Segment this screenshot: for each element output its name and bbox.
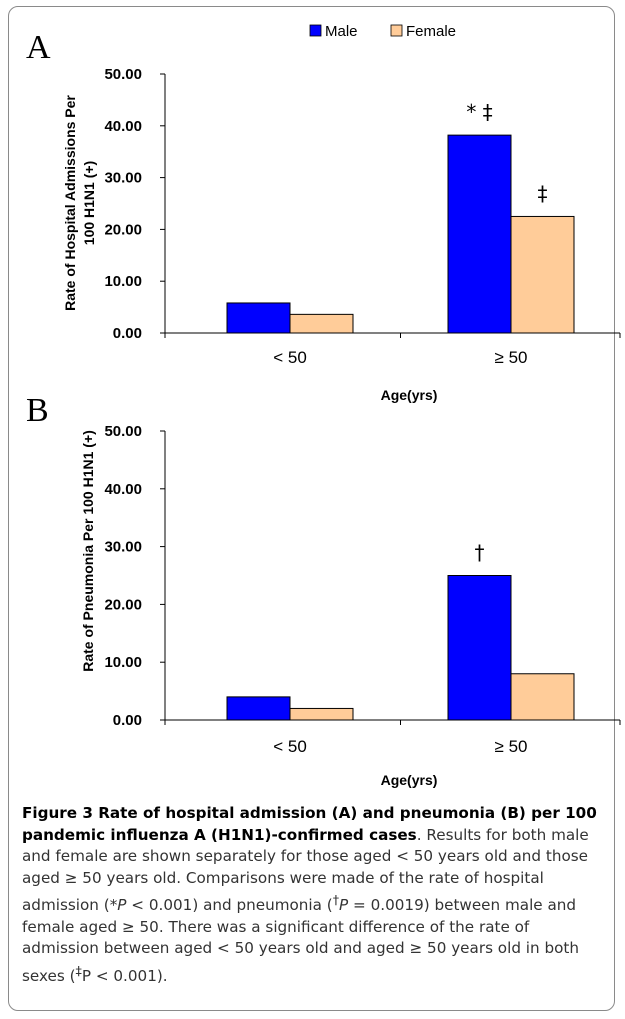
y-axis-label-a-line1: Rate of Hospital Admissions Per	[62, 95, 78, 311]
x-axis-label-a: Age(yrs)	[381, 387, 438, 403]
caption-text-4: P < 0.001).	[81, 966, 168, 985]
legend-swatch-male	[309, 24, 322, 37]
chart-panel-a: Rate of Hospital Admissions Per 100 H1N1…	[62, 66, 621, 403]
y-tick-label-a-2: 20.00	[104, 221, 142, 238]
panel-label-a: A	[26, 29, 51, 66]
panel-label-b: B	[26, 392, 49, 429]
y-tick-label-b-2: 20.00	[104, 596, 142, 613]
y-tick-label-b-0: 0.00	[113, 712, 142, 729]
figure-caption: Figure 3 Rate of hospital admission (A) …	[22, 803, 606, 987]
y-tick-label-b-5: 50.00	[104, 423, 142, 440]
bar-b-female-1	[510, 673, 575, 721]
legend-swatch-female	[390, 24, 403, 37]
chart-legend: Male Female	[309, 23, 456, 40]
y-axis-label-a-line2: 100 H1N1 (+)	[81, 161, 97, 245]
category-label-b-1: ≥ 50	[495, 737, 528, 756]
caption-text-2: < 0.001) and pneumonia (	[126, 896, 333, 915]
y-tick-label-b-3: 30.00	[104, 539, 142, 556]
y-tick-label-a-0: 0.00	[113, 325, 142, 342]
caption-text-1: . Results for both male and female are s…	[22, 825, 589, 915]
bar-a-female-0	[289, 313, 354, 334]
x-axis-label-b: Age(yrs)	[381, 772, 438, 788]
y-tick-label-a-1: 10.00	[104, 273, 142, 290]
significance-mark-a-1: ‡	[538, 181, 548, 205]
chart-panel-b: Rate of Pneumonia Per 100 H1N1 (+) Age(y…	[80, 423, 621, 788]
y-tick-label-a-5: 50.00	[104, 66, 142, 83]
bar-a-female-1	[510, 215, 575, 334]
legend-label-male: Male	[325, 23, 358, 40]
caption-title: Figure 3 Rate of hospital admission (A) …	[22, 804, 597, 844]
legend-label-female: Female	[406, 23, 456, 40]
caption-superscript-dagger: †	[332, 892, 340, 907]
caption-text-3: = 0.0019) between male and female aged ≥…	[22, 896, 579, 985]
figure-frame	[8, 6, 615, 1011]
y-tick-label-a-4: 40.00	[104, 118, 142, 135]
figure-charts: A B Male Female Rate of Hospital Admissi…	[26, 23, 621, 788]
category-label-a-0: < 50	[273, 348, 307, 367]
bar-b-male-0	[226, 696, 291, 721]
category-label-a-1: ≥ 50	[495, 348, 528, 367]
significance-mark-b-0: †	[475, 541, 485, 565]
y-axis-label-b: Rate of Pneumonia Per 100 H1N1 (+)	[80, 430, 96, 672]
y-tick-label-b-1: 10.00	[104, 654, 142, 671]
bar-a-male-1	[447, 134, 512, 334]
bar-b-female-0	[289, 707, 354, 721]
significance-mark-a-0: * ‡	[466, 100, 492, 124]
bar-a-male-0	[226, 302, 291, 334]
category-label-b-0: < 50	[273, 737, 307, 756]
y-tick-label-b-4: 40.00	[104, 481, 142, 498]
bar-b-male-1	[447, 575, 512, 721]
caption-superscript-double-dagger: ‡	[75, 962, 82, 978]
caption-symbol-1: *P	[109, 896, 127, 915]
y-tick-label-a-3: 30.00	[104, 170, 142, 187]
caption-symbol-2: P	[339, 896, 349, 915]
